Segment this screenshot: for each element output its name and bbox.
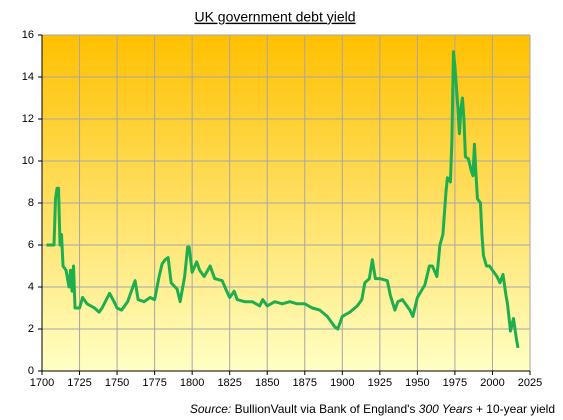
x-tick-label: 2000 xyxy=(480,377,504,389)
x-tick-label: 1750 xyxy=(105,377,129,389)
x-tick-label: 1925 xyxy=(368,377,392,389)
y-tick-label: 6 xyxy=(28,239,34,251)
source-text: BullionVault via Bank of England's xyxy=(235,402,416,416)
y-tick-label: 4 xyxy=(28,281,34,293)
chart-title: UK government debt yield xyxy=(194,9,355,25)
x-tick-label: 1775 xyxy=(142,377,166,389)
x-tick-label: 1900 xyxy=(330,377,354,389)
source: Source: BullionVault via Bank of England… xyxy=(190,402,555,416)
y-tick-label: 16 xyxy=(22,29,34,41)
x-tick-label: 1800 xyxy=(180,377,204,389)
source-work: 300 Years xyxy=(419,402,473,416)
source-tail: + 10-year yield xyxy=(476,402,555,416)
y-tick-label: 0 xyxy=(28,365,34,377)
x-tick-label: 1850 xyxy=(255,377,279,389)
x-tick-label: 1975 xyxy=(443,377,467,389)
y-tick-label: 10 xyxy=(22,155,34,167)
x-tick-label: 2025 xyxy=(518,377,542,389)
y-tick-label: 2 xyxy=(28,323,34,335)
x-tick-label: 1725 xyxy=(67,377,91,389)
y-tick-label: 8 xyxy=(28,197,34,209)
y-tick-label: 14 xyxy=(22,71,34,83)
data-line xyxy=(46,50,520,349)
x-tick-label: 1950 xyxy=(405,377,429,389)
x-tick-label: 1825 xyxy=(217,377,241,389)
y-tick-label: 12 xyxy=(22,113,34,125)
x-tick-label: 1875 xyxy=(293,377,317,389)
x-tick-label: 1700 xyxy=(30,377,54,389)
source-label: Source: xyxy=(190,402,231,416)
